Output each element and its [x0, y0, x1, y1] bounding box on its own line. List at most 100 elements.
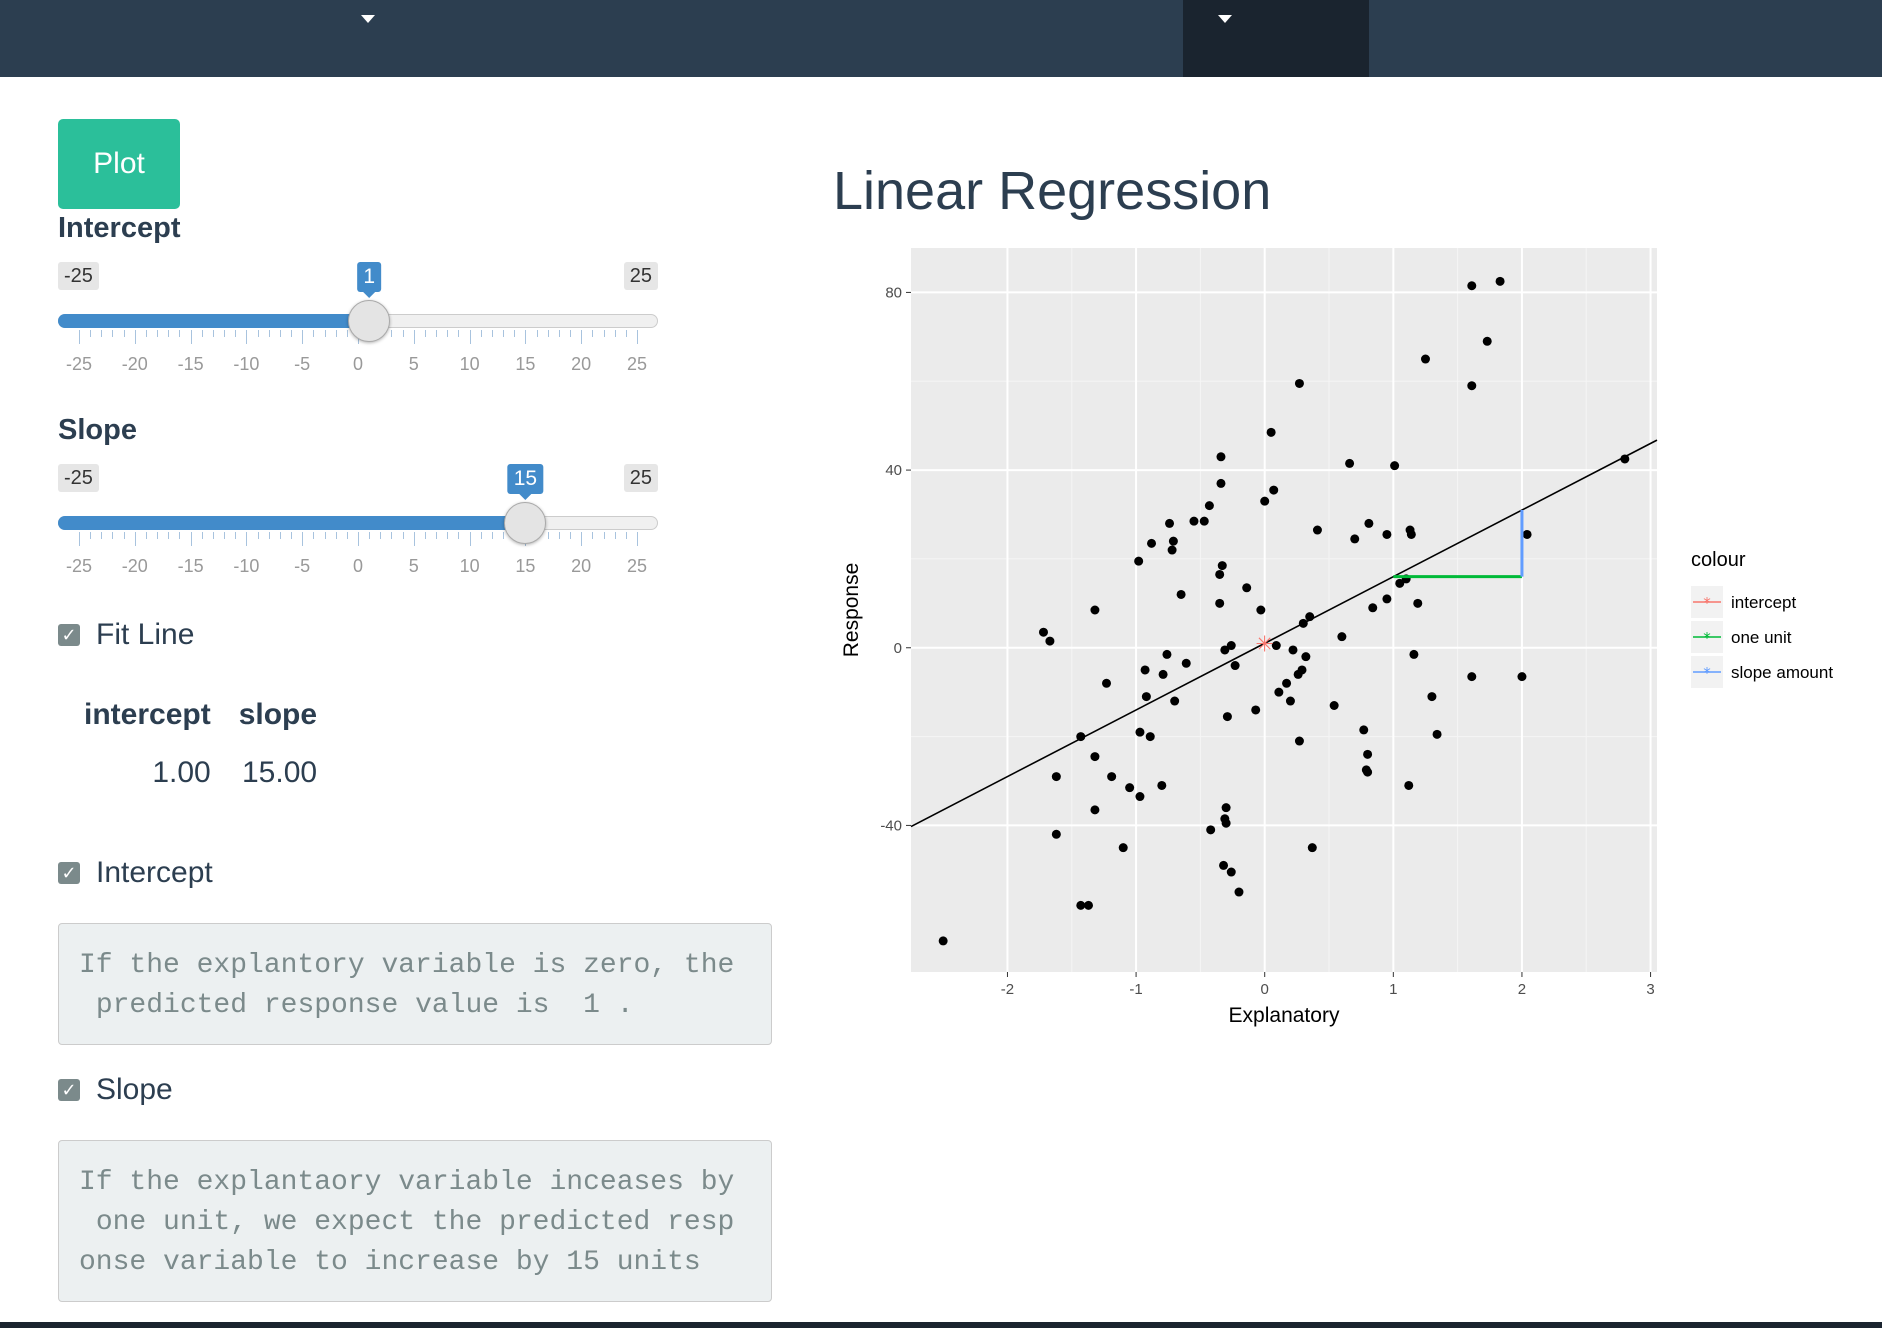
data-point: [1234, 887, 1244, 897]
legend-entry: * one unit: [1691, 621, 1792, 653]
checkmark-icon[interactable]: ✓: [58, 862, 80, 884]
slider-tick: [413, 330, 415, 344]
x-tick-label: -2: [1001, 981, 1014, 998]
data-point: [1285, 696, 1295, 706]
data-point: [1274, 687, 1284, 697]
data-point: [1427, 692, 1437, 702]
slider-tick: [625, 532, 627, 539]
slider-tick: [235, 330, 237, 337]
nav-dropdown-2[interactable]: [1183, 0, 1369, 77]
y-axis-title: Response: [840, 563, 863, 658]
slider-fill: [58, 314, 370, 328]
slider-tick: [190, 532, 192, 546]
y-tick-label: 40: [885, 462, 902, 479]
data-point: [1204, 501, 1214, 511]
slider-tick: [614, 532, 616, 539]
data-point: [1363, 749, 1373, 759]
table-header-slope: slope: [238, 698, 318, 731]
data-point: [1051, 772, 1061, 782]
slider-tick: [157, 330, 159, 337]
legend-entry: * slope amount: [1691, 656, 1833, 688]
slider-tick: [380, 532, 382, 539]
checkmark-icon[interactable]: ✓: [58, 624, 80, 646]
data-point: [1076, 900, 1086, 910]
slider-handle[interactable]: [348, 300, 391, 342]
data-point: [1282, 678, 1292, 688]
slider-fill: [58, 516, 526, 530]
slider-tick: [447, 330, 449, 337]
data-point: [1297, 665, 1307, 675]
data-point: [1170, 696, 1180, 706]
data-point: [1230, 661, 1240, 671]
slider-tick: [547, 532, 549, 539]
intercept-slider[interactable]: -25 25 1 -25 -20 -15 -10 -5 0 5 10 15 20 25: [58, 262, 658, 392]
intercept-checkbox-label: Intercept: [96, 856, 213, 889]
slider-tick: [358, 532, 359, 546]
slider-tick: [346, 532, 348, 539]
data-point: [1215, 598, 1225, 608]
legend-entry: * intercept: [1691, 586, 1796, 618]
data-point: [1199, 516, 1209, 526]
slider-tick-label: 0: [352, 556, 364, 576]
slider-max-label: 25: [623, 464, 658, 492]
slider-tick: [101, 532, 103, 539]
slider-value-label: 15: [507, 464, 544, 500]
slider-tick: [190, 330, 192, 344]
slope-checkbox-label: Slope: [96, 1073, 173, 1106]
slider-tick: [134, 330, 136, 344]
slider-tick: [570, 330, 572, 337]
slider-tick-label: 20: [571, 354, 592, 374]
data-point: [1220, 645, 1230, 655]
y-tick-label: -40: [880, 817, 902, 834]
data-point: [1221, 818, 1231, 828]
slider-tick: [268, 330, 270, 337]
slider-tick: [346, 330, 348, 337]
table-cell-intercept: 1.00: [152, 756, 211, 789]
slider-tick: [536, 330, 538, 337]
x-axis-title: Explanatory: [1229, 1004, 1340, 1027]
slider-tick-label: 10: [459, 354, 480, 374]
slider-tick: [424, 532, 426, 539]
data-point: [1102, 678, 1112, 688]
slope-checkbox[interactable]: ✓ Slope: [58, 1073, 173, 1107]
slider-tick: [547, 330, 549, 337]
slider-tick-label: 25: [626, 556, 648, 576]
slider-tick: [90, 330, 92, 337]
nav-dropdown-1[interactable]: [330, 0, 410, 77]
slider-tick: [112, 330, 114, 337]
legend-label: slope amount: [1731, 663, 1833, 682]
fit-line-checkbox[interactable]: ✓ Fit Line: [58, 618, 194, 652]
regression-plot: -2 -1 0 1 2 3 -40 0 40 80 Explanatory Response ✳ co…: [840, 248, 1833, 1027]
data-point: [1467, 381, 1477, 391]
slider-tick: [291, 532, 293, 539]
data-point: [1215, 569, 1225, 579]
slider-tick: [201, 532, 203, 539]
data-point: [1219, 860, 1229, 870]
data-point: [1288, 645, 1298, 655]
data-point: [1176, 589, 1186, 599]
plot-button[interactable]: Plot: [58, 119, 180, 209]
slider-tick-label: 5: [408, 556, 419, 576]
data-point: [1395, 578, 1405, 588]
slider-tick: [558, 532, 560, 539]
data-point: [1145, 732, 1155, 742]
slider-value-label: 1: [357, 262, 381, 298]
data-point: [1125, 783, 1135, 793]
slope-slider[interactable]: -25 25 15 -25 -20 -15 -10 -5 0 5 10 15 20 25: [58, 464, 658, 594]
data-point: [1221, 803, 1231, 813]
data-point: [1301, 652, 1311, 662]
intercept-checkbox[interactable]: ✓ Intercept: [58, 856, 213, 890]
data-point: [1271, 641, 1281, 651]
data-point: [1269, 485, 1279, 495]
data-point: [1038, 627, 1048, 637]
slider-tick: [581, 532, 583, 546]
slider-tick: [603, 330, 605, 337]
slider-tick: [447, 532, 449, 539]
navbar: [0, 0, 1882, 77]
checkmark-icon[interactable]: ✓: [58, 1079, 80, 1101]
plot-title: Linear Regression: [833, 161, 1272, 221]
slider-handle[interactable]: [504, 502, 547, 544]
slider-tick: [391, 532, 393, 539]
intercept-explanation: If the explantory variable is zero, the …: [58, 923, 772, 1045]
data-point: [1226, 641, 1236, 651]
